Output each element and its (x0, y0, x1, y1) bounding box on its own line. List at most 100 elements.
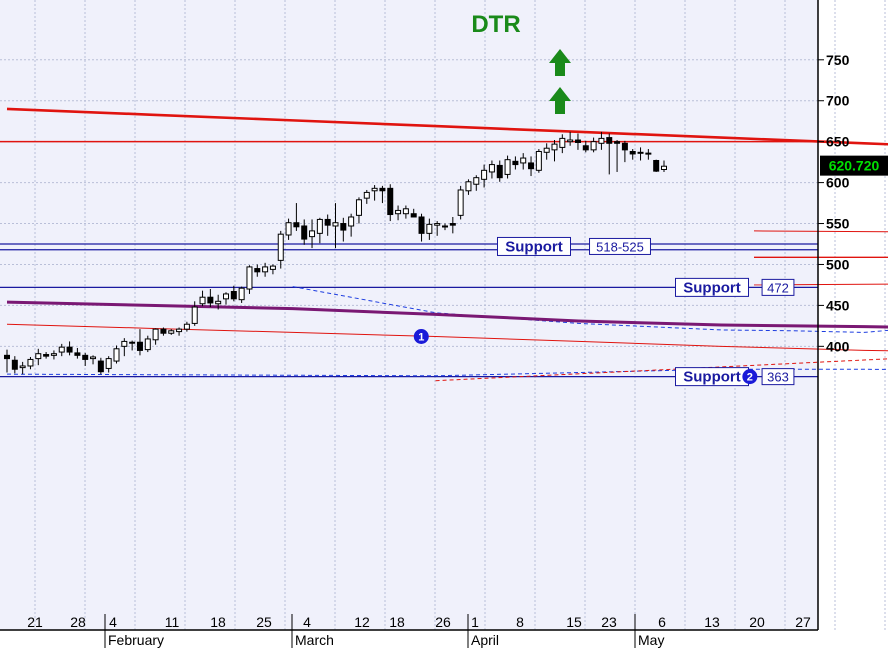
candle-body (512, 160, 519, 166)
candle-body (262, 266, 269, 273)
candle-body (449, 223, 456, 226)
candle-body (402, 208, 409, 215)
support-value-label: 363 (767, 370, 789, 385)
candle (551, 140, 558, 162)
candle (238, 286, 245, 303)
candle (637, 147, 644, 161)
candle (371, 185, 378, 201)
price-envelope (6, 286, 888, 377)
last-price-box (820, 155, 888, 176)
candle (90, 355, 97, 365)
candle-body (465, 181, 472, 192)
candle-body (168, 330, 175, 334)
candle (504, 155, 511, 179)
candle (582, 140, 589, 153)
support-label: Support (683, 369, 741, 386)
support-value-box (761, 278, 795, 296)
candle-body (629, 150, 636, 155)
candle-body (543, 147, 550, 153)
candle-body (582, 145, 589, 151)
candle (645, 149, 652, 160)
candle-body (230, 290, 237, 300)
candle-body (355, 199, 362, 216)
candle-body (121, 340, 128, 347)
candle (395, 205, 402, 221)
candle-body (520, 157, 527, 164)
candle-body (144, 338, 151, 351)
candle (223, 292, 229, 305)
candle-body (567, 139, 574, 143)
candle (207, 289, 214, 308)
candle-body (74, 352, 81, 356)
candle-body (199, 296, 206, 305)
candle-body (426, 223, 433, 234)
candle (82, 352, 89, 366)
support-value-box (761, 368, 795, 386)
x-tick-label: 4 (303, 614, 311, 630)
candle (301, 219, 308, 245)
support-label: Support (683, 279, 741, 296)
candle-body (191, 306, 198, 324)
candle (387, 184, 394, 222)
short-ma-line (6, 323, 888, 352)
candle-body (598, 137, 605, 144)
candle-body (332, 222, 339, 227)
x-tick-label: 23 (601, 614, 617, 630)
up-arrow-icon (549, 87, 571, 114)
candle-body (395, 209, 402, 215)
candle-body (379, 187, 386, 192)
support-label-box (497, 236, 571, 256)
candle (254, 264, 261, 277)
candle (35, 348, 42, 366)
candle-body (535, 150, 542, 171)
candle (144, 335, 151, 353)
candle (512, 156, 519, 170)
candle (481, 164, 488, 188)
candles (4, 131, 667, 375)
chart-title: DTR (471, 11, 520, 38)
y-tick-label: 500 (826, 256, 850, 272)
candle-body (504, 159, 511, 175)
candle-body (238, 287, 245, 301)
candle (129, 340, 136, 351)
candle-body (457, 189, 464, 216)
wave-circle-label: 2 (747, 372, 753, 384)
month-label: April (471, 632, 499, 648)
y-tick-label: 450 (826, 297, 850, 313)
candle-body (82, 354, 89, 360)
candle-body (160, 328, 167, 334)
candle (621, 140, 628, 163)
last-price-label: 620.720 (829, 158, 880, 174)
candle (66, 341, 73, 356)
candle-body (653, 159, 660, 172)
candle-body (637, 151, 644, 154)
candle (442, 223, 448, 231)
candle (496, 160, 503, 182)
candle-body (58, 346, 65, 353)
candle (488, 160, 495, 179)
candle (402, 205, 409, 219)
x-tick-label: 8 (516, 614, 524, 630)
candle (97, 357, 104, 375)
candle-body (207, 296, 214, 304)
candle-body (254, 268, 261, 273)
candle-body (215, 300, 222, 305)
candle-body (50, 353, 57, 356)
x-tick-label: 18 (389, 614, 405, 630)
candle-body (277, 233, 284, 261)
candle (262, 262, 269, 277)
candle (152, 328, 159, 345)
candle (293, 203, 300, 231)
candle (426, 218, 433, 240)
month-label: May (638, 632, 664, 648)
candle-body (11, 359, 18, 370)
support-value-label: 518-525 (596, 239, 644, 254)
candle (105, 356, 112, 373)
candle-body (340, 223, 347, 231)
candle-body (269, 265, 276, 270)
candle (176, 327, 183, 336)
candle-body (606, 137, 613, 144)
candle (136, 329, 143, 356)
candle (520, 153, 527, 170)
